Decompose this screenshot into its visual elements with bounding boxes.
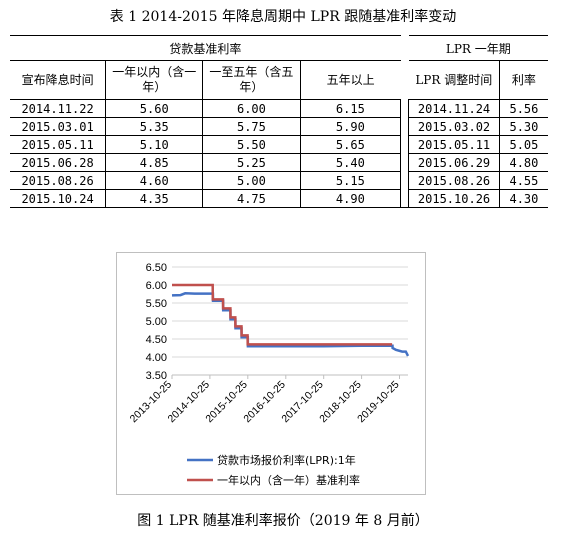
- col-header-one-to-five-years: 一至五年（含五年）: [202, 60, 301, 100]
- cell-within-one-year: 5.60: [105, 99, 204, 118]
- y-tick-label: 3.50: [146, 370, 167, 382]
- col-header-over-five-years: 五年以上: [299, 60, 401, 100]
- table-row: 2015.05.11 5.10 5.50 5.65 2015.05.11 5.0…: [10, 135, 548, 154]
- y-tick-label: 5.50: [146, 298, 167, 310]
- cell-announce-date: 2014.11.22: [10, 99, 107, 118]
- table-gap: [400, 153, 410, 172]
- series-line-1: [171, 292, 410, 357]
- col-header-lpr-rate: 利率: [498, 60, 548, 100]
- col-header-announce-date: 宣布降息时间: [10, 60, 106, 100]
- group-header-lpr: LPR 一年期: [408, 35, 548, 61]
- cell-one-to-five-years: 6.00: [202, 99, 301, 118]
- table-row: 2015.10.24 4.35 4.75 4.90 2015.10.26 4.3…: [10, 189, 548, 208]
- cell-over-five-years: 6.15: [299, 99, 402, 118]
- y-tick-label: 6.00: [146, 280, 167, 292]
- cell-lpr-date: 2015.06.29: [408, 153, 500, 172]
- cell-lpr-date: 2015.05.11: [408, 135, 500, 154]
- legend-label: 一年以内（含一年）基准利率: [217, 473, 360, 487]
- cell-lpr-rate: 4.55: [498, 171, 548, 190]
- table-title: 表 1 2014-2015 年降息周期中 LPR 跟随基准利率变动: [109, 9, 457, 25]
- chart-frame: 3.50 4.00 4.50 5.00 5.50 6.00 6.50 2013-10-25 20…: [116, 252, 426, 495]
- cell-announce-date: 2015.10.24: [10, 189, 107, 208]
- cell-announce-date: 2015.06.28: [10, 153, 107, 172]
- table-gap: [400, 99, 410, 118]
- cell-lpr-rate: 5.05: [498, 135, 548, 154]
- x-tick-label: 2019-10-25: [355, 379, 402, 426]
- cell-within-one-year: 5.35: [105, 117, 204, 136]
- series-line-2: [172, 283, 393, 346]
- cell-one-to-five-years: 5.75: [202, 117, 301, 136]
- table-row: 2015.06.28 4.85 5.25 5.40 2015.06.29 4.8…: [10, 153, 548, 172]
- table-row: 2015.08.26 4.60 5.00 5.15 2015.08.26 4.5…: [10, 171, 548, 190]
- table-gap: [400, 135, 410, 154]
- cell-lpr-date: 2015.03.02: [408, 117, 500, 136]
- cell-within-one-year: 4.35: [105, 189, 204, 208]
- cell-over-five-years: 5.90: [299, 117, 402, 136]
- cell-within-one-year: 5.10: [105, 135, 204, 154]
- y-tick-label: 4.50: [146, 334, 167, 346]
- rate-table: 贷款基准利率 LPR 一年期 宣布降息时间 一年以内（含一年） 一至五年（含五年…: [10, 35, 548, 208]
- table-gap: [401, 61, 409, 100]
- cell-lpr-rate: 5.56: [498, 99, 548, 118]
- cell-one-to-five-years: 5.50: [202, 135, 301, 154]
- cell-one-to-five-years: 4.75: [202, 189, 301, 208]
- lpr-line-chart: 3.504.004.505.005.506.006.502013-10-2520…: [128, 262, 410, 487]
- cell-lpr-date: 2015.10.26: [408, 189, 500, 208]
- cell-announce-date: 2015.08.26: [10, 171, 107, 190]
- cell-lpr-rate: 4.80: [498, 153, 548, 172]
- y-tick-label: 6.50: [146, 262, 167, 274]
- cell-lpr-date: 2015.08.26: [408, 171, 500, 190]
- y-tick-label: 4.00: [146, 352, 167, 364]
- col-header-within-one-year: 一年以内（含一年）: [105, 60, 203, 100]
- cell-lpr-date: 2014.11.24: [408, 99, 500, 118]
- figure-caption: 图 1 LPR 随基准利率报价（2019 年 8 月前）: [137, 513, 429, 529]
- cell-lpr-rate: 4.30: [498, 189, 548, 208]
- table-row: 2015.03.01 5.35 5.75 5.90 2015.03.02 5.3…: [10, 117, 548, 136]
- table-row: 2014.11.22 5.60 6.00 6.15 2014.11.24 5.5…: [10, 99, 548, 118]
- col-header-lpr-date: LPR 调整时间: [408, 60, 500, 100]
- cell-over-five-years: 5.15: [299, 171, 402, 190]
- table-gap: [400, 171, 410, 190]
- table-gap: [401, 36, 409, 61]
- cell-over-five-years: 5.40: [299, 153, 402, 172]
- table-gap: [400, 117, 410, 136]
- cell-over-five-years: 4.90: [299, 189, 402, 208]
- group-header-benchmark: 贷款基准利率: [10, 35, 401, 61]
- cell-announce-date: 2015.05.11: [10, 135, 107, 154]
- cell-over-five-years: 5.65: [299, 135, 402, 154]
- legend-label: 贷款市场报价利率(LPR):1年: [217, 453, 356, 467]
- cell-within-one-year: 4.85: [105, 153, 204, 172]
- table-gap: [400, 189, 410, 208]
- cell-lpr-rate: 5.30: [498, 117, 548, 136]
- cell-one-to-five-years: 5.25: [202, 153, 301, 172]
- cell-one-to-five-years: 5.00: [202, 171, 301, 190]
- cell-announce-date: 2015.03.01: [10, 117, 107, 136]
- y-tick-label: 5.00: [146, 316, 167, 328]
- cell-within-one-year: 4.60: [105, 171, 204, 190]
